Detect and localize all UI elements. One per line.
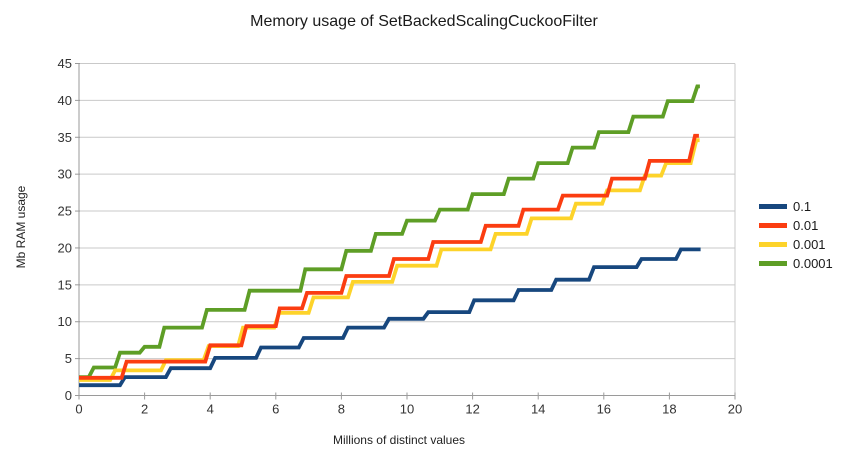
- legend-swatch-0.001: [759, 242, 787, 247]
- x-axis-title: Millions of distinct values: [332, 433, 466, 447]
- y-tick-label-20: 20: [58, 240, 72, 255]
- series-line-0.0001: [79, 84, 700, 380]
- legend-label-0.1: 0.1: [793, 199, 812, 214]
- x-tick-label-0: 0: [75, 402, 82, 417]
- x-tick-label-8: 8: [338, 402, 345, 417]
- legend-item-0.001: 0.001: [759, 235, 833, 254]
- y-tick-label-35: 35: [58, 130, 72, 145]
- legend-label-0.001: 0.001: [793, 237, 826, 252]
- x-tick-label-2: 2: [141, 402, 148, 417]
- y-tick-label-25: 25: [58, 204, 72, 219]
- y-tick-label-5: 5: [65, 351, 72, 366]
- x-tick-label-18: 18: [662, 402, 676, 417]
- x-tick-label-10: 10: [400, 402, 414, 417]
- series-line-0.001: [79, 138, 700, 382]
- y-tick-label-40: 40: [58, 93, 72, 108]
- x-tick-label-12: 12: [465, 402, 479, 417]
- legend-swatch-0.01: [759, 223, 787, 228]
- x-tick-label-16: 16: [597, 402, 611, 417]
- y-tick-label-10: 10: [58, 314, 72, 329]
- legend: 0.1 0.01 0.001 0.0001: [759, 197, 833, 273]
- y-tick-label-45: 45: [58, 56, 72, 71]
- legend-label-0.0001: 0.0001: [793, 256, 833, 271]
- y-tick-label-15: 15: [58, 277, 72, 292]
- legend-swatch-0.0001: [759, 261, 787, 266]
- chart-title: Memory usage of SetBackedScalingCuckooFi…: [250, 13, 598, 30]
- y-tick-label-0: 0: [65, 388, 72, 403]
- x-tick-label-6: 6: [272, 402, 279, 417]
- x-tick-label-14: 14: [531, 402, 545, 417]
- legend-item-0.1: 0.1: [759, 197, 833, 216]
- legend-item-0.0001: 0.0001: [759, 254, 833, 273]
- series-line-0.01: [79, 133, 699, 380]
- legend-label-0.01: 0.01: [793, 218, 819, 233]
- x-tick-label-4: 4: [207, 402, 214, 417]
- legend-swatch-0.1: [759, 204, 787, 209]
- legend-item-0.01: 0.01: [759, 216, 833, 235]
- y-tick-label-30: 30: [58, 167, 72, 182]
- series-line-0.1: [79, 247, 701, 388]
- x-tick-label-20: 20: [728, 402, 742, 417]
